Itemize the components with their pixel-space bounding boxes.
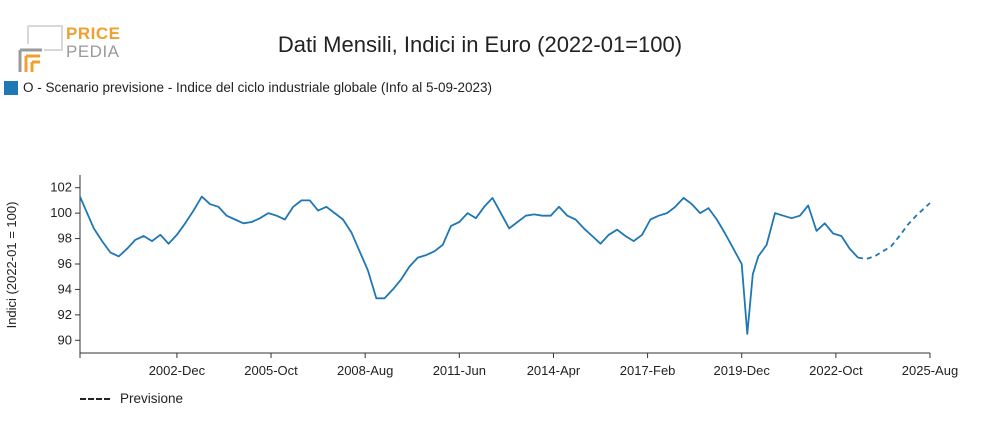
y-tick-label: 100 [50,205,72,220]
series-line-forecast [857,202,931,260]
legend-swatch-icon [4,80,18,95]
pricepedia-logo: PRICE PEDIA [18,22,128,74]
x-tick-label: 2017-Feb [620,363,676,378]
x-tick-label: 2025-Aug [902,363,958,378]
legend-forecast[interactable]: Previsione [80,391,183,406]
logo-mark [18,25,63,72]
y-tick-label: 102 [50,180,72,195]
x-tick-label: 2022-Oct [809,363,863,378]
x-tick-label: 2019-Dec [714,363,771,378]
x-tick-label: 2014-Apr [527,363,581,378]
legend-main-label: O - Scenario previsione - Indice del cic… [23,80,492,95]
logo-text-price: PRICE [66,24,121,43]
y-tick-label: 96 [58,256,72,271]
y-tick-label: 90 [58,332,72,347]
series-line-main [79,195,859,335]
x-axis: 2002-Dec 2005-Oct 2008-Aug 2011-Jun 2014-Apr… [79,352,958,378]
x-tick-label: 2002-Dec [149,363,206,378]
chart-title: Dati Mensili, Indici in Euro (2022-01=10… [277,32,683,57]
legend-forecast-label: Previsione [120,391,184,406]
y-axis: 90 92 94 96 98 100 102 [50,175,81,353]
y-axis-title: Indici (2022-01 = 100) [4,202,19,329]
x-tick-label: 2005-Oct [244,363,298,378]
x-tick-label: 2011-Jun [433,363,486,378]
y-tick-label: 98 [58,231,72,246]
series-group [79,195,931,335]
logo-text-pedia: PEDIA [66,42,120,61]
legend-main[interactable]: O - Scenario previsione - Indice del cic… [4,80,492,95]
y-tick-label: 94 [58,281,72,296]
dashed-line-icon [80,397,110,400]
y-tick-label: 92 [58,307,72,322]
x-tick-label: 2008-Aug [337,363,393,378]
